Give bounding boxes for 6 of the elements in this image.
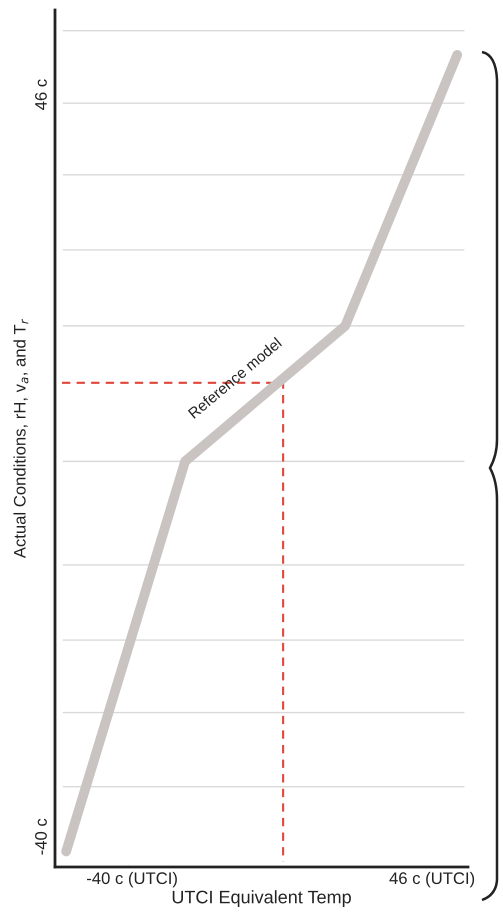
y-tick-label: -40 c [35,818,47,855]
x-tick-label: -40 c (UTCI) [87,872,177,888]
y-axis-title: Actual Conditions, rH, v$_{a}$, and T$_{r}$ [13,318,28,558]
x-axis-title: UTCI Equivalent Temp [172,890,351,908]
x-tick-label: 46 c (UTCI) [389,872,474,888]
y-tick-label: 46 c [35,79,47,110]
